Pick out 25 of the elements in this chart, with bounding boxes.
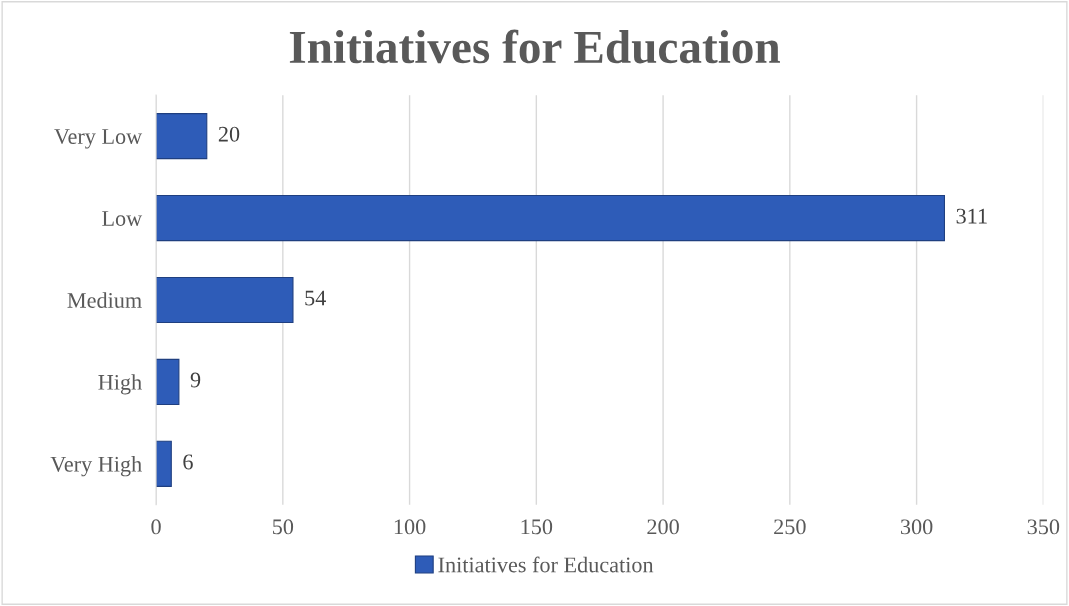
x-tick-label: 300 (900, 519, 933, 535)
data-label: 311 (956, 208, 987, 224)
x-tick-label: 100 (394, 519, 426, 535)
y-tick-label: Very High (50, 456, 142, 477)
data-label: 6 (183, 454, 193, 470)
x-tick-label: 350 (1027, 519, 1060, 535)
data-label: 9 (190, 372, 201, 388)
x-tick-label: 150 (521, 519, 553, 535)
data-label: 54 (305, 290, 326, 306)
y-tick-label: High (98, 374, 142, 395)
bar (156, 358, 180, 405)
bar (156, 113, 208, 160)
y-tick-label: Medium (67, 292, 142, 308)
y-tick-label: Low (102, 211, 143, 226)
x-tick-label: 200 (647, 519, 679, 535)
legend-label: Initiatives for Education (438, 556, 654, 573)
chart-title: Initiatives for Education (289, 29, 780, 64)
bar (156, 276, 294, 324)
bar (156, 440, 172, 487)
x-tick-label: 0 (151, 519, 161, 535)
y-tick-label: Very Low (54, 129, 143, 149)
data-label: 20 (218, 126, 240, 142)
x-tick-label: 250 (774, 519, 806, 535)
x-tick-label: 50 (273, 519, 294, 535)
bar (156, 194, 946, 242)
